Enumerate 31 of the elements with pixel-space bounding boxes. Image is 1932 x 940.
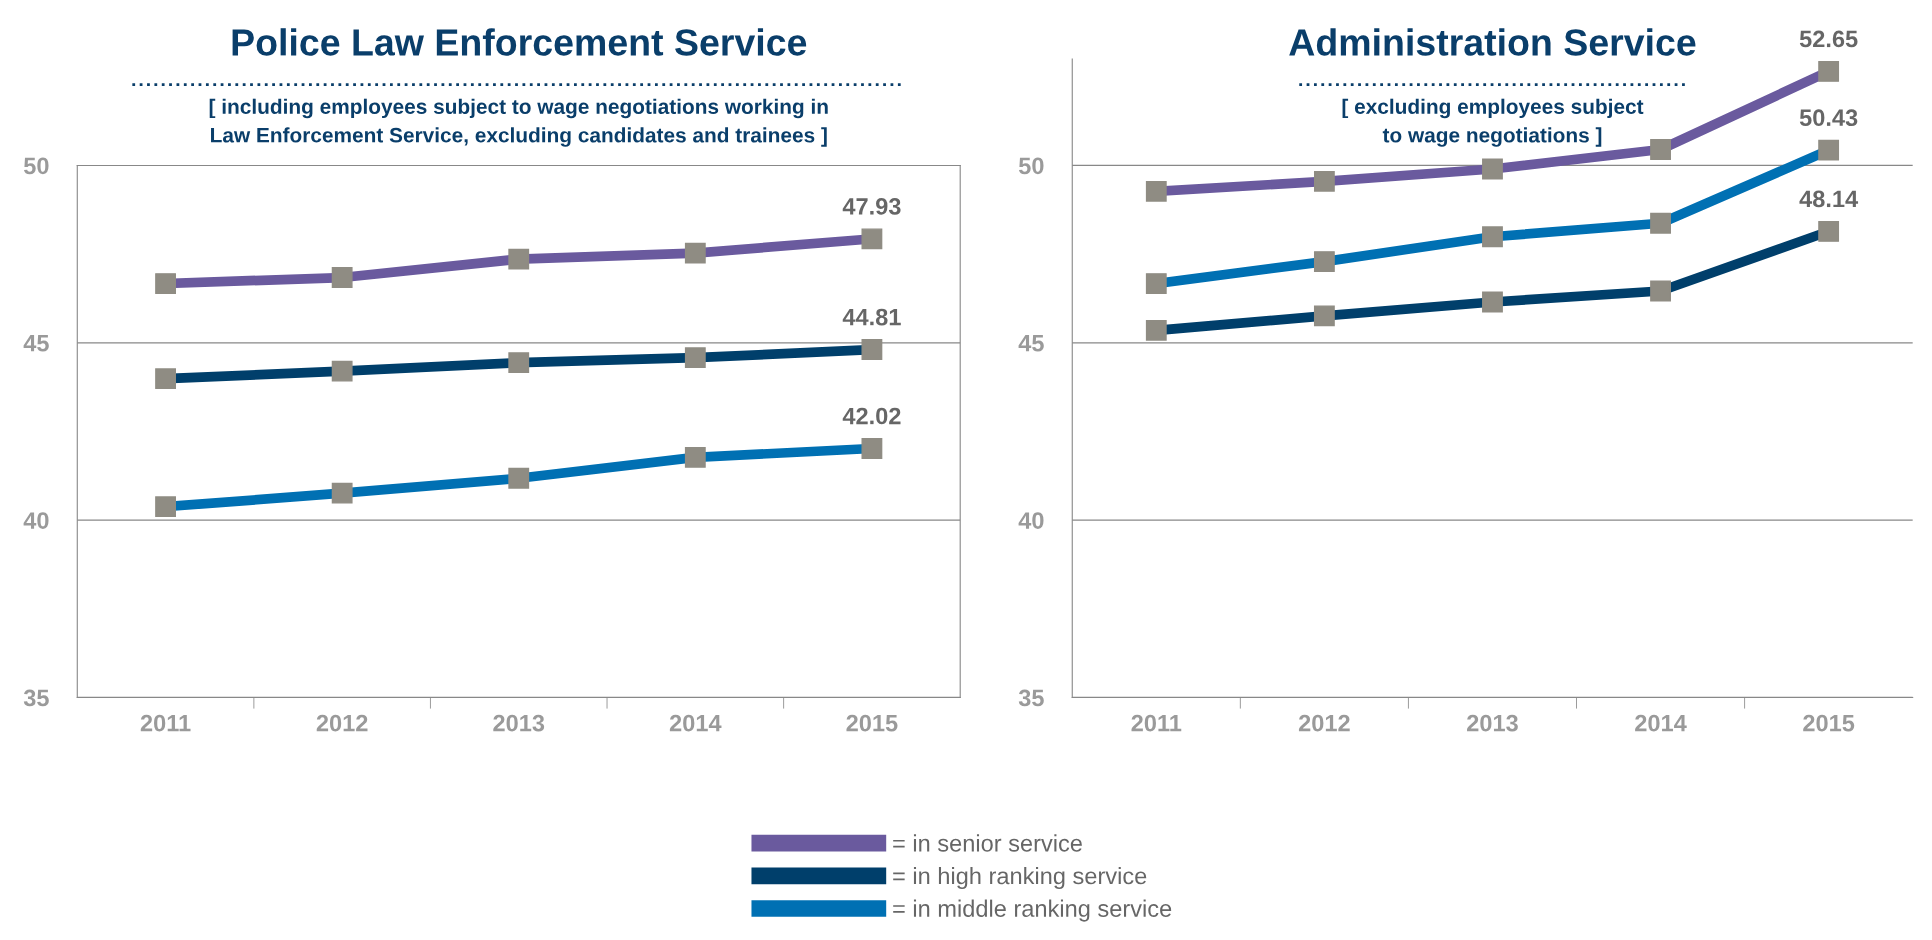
data-label: 50.43: [1799, 109, 1858, 127]
x-tick-label: 2013: [493, 714, 545, 732]
x-tick-label: 2012: [316, 714, 368, 732]
y-tick-label: 35: [1018, 689, 1044, 707]
y-tick-label: 40: [1018, 512, 1044, 529]
x-tick-label: 2014: [1635, 714, 1687, 732]
y-tick-label: 40: [23, 512, 49, 529]
x-tick-label: 2011: [140, 714, 191, 732]
x-tick-label: 2012: [1298, 714, 1350, 732]
x-tick-label: 2015: [846, 714, 898, 732]
data-label: 52.65: [1799, 30, 1858, 48]
x-tick-label: 2015: [1803, 714, 1855, 732]
data-label: 42.02: [842, 407, 901, 425]
text: [ excluding employees subject to wage negotiations ]: [1342, 98, 1644, 147]
chart-subtitle: [ including employees subject to wage negotiations working in Law Enforcement Service, excluding candidates and trainees ]: [209, 98, 828, 147]
data-label: 48.14: [1799, 190, 1859, 208]
y-tick-label: 45: [23, 335, 49, 352]
y-tick-label: 35: [23, 689, 49, 707]
text: = in middle ranking service: [893, 899, 1172, 922]
data-label: 44.81: [842, 308, 901, 326]
x-tick-label: 2014: [669, 714, 722, 732]
chart-title: Administration Service: [1289, 28, 1696, 56]
x-tick-label: 2013: [1467, 714, 1518, 732]
text: = in senior service: [893, 834, 1082, 852]
x-tick-label: 2011: [1131, 714, 1182, 732]
y-tick-label: 50: [23, 157, 49, 175]
y-tick-label: 45: [1018, 335, 1044, 352]
data-label: 47.93: [842, 198, 901, 215]
chart-title: Police Law Enforcement Service: [232, 28, 807, 56]
text: = in high ranking service: [893, 866, 1147, 889]
y-tick-label: 50: [1018, 157, 1044, 175]
